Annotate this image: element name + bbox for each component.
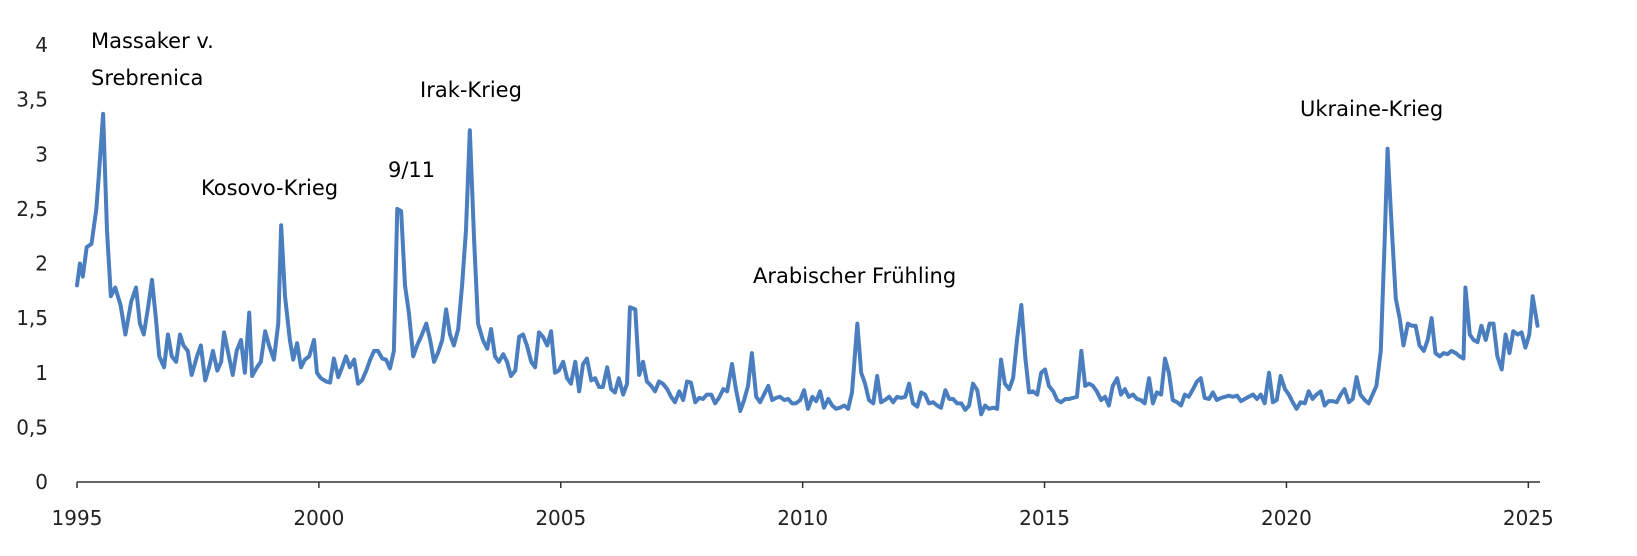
y-tick-label: 0: [35, 470, 48, 494]
y-tick-label: 4: [35, 33, 48, 57]
annotation: Kosovo-Krieg: [201, 176, 338, 200]
annotation: Arabischer Frühling: [753, 264, 956, 288]
x-tick-label: 2010: [777, 506, 828, 530]
y-tick-label: 3: [35, 142, 48, 166]
y-tick-label: 1,5: [16, 306, 48, 330]
annotation: Ukraine-Krieg: [1300, 97, 1443, 121]
annotation: 9/11: [388, 158, 435, 182]
y-tick-label: 2,5: [16, 197, 48, 221]
annotation: Irak-Krieg: [420, 78, 522, 102]
x-tick-label: 2005: [535, 506, 586, 530]
data-line: [75, 111, 1540, 417]
x-tick-label: 2025: [1503, 506, 1554, 530]
annotation: Srebrenica: [91, 66, 203, 90]
x-tick-label: 2000: [293, 506, 344, 530]
x-tick-label: 2015: [1019, 506, 1070, 530]
y-tick-label: 3,5: [16, 88, 48, 112]
x-tick-label: 1995: [52, 506, 103, 530]
y-tick-label: 0,5: [16, 415, 48, 439]
y-tick-label: 1: [35, 361, 48, 385]
x-tick-label: 2020: [1261, 506, 1312, 530]
y-tick-label: 2: [35, 252, 48, 276]
annotation: Massaker v.: [91, 29, 214, 53]
